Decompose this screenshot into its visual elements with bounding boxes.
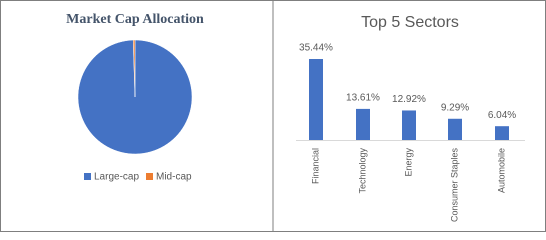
pie-title: Market Cap Allocation [66,12,204,27]
bar-title: Top 5 Sectors [361,14,459,31]
pie-slice [132,39,136,98]
legend-swatch [146,173,153,180]
legend-label: Mid-cap [156,172,192,183]
x-tick-label: Energy [403,148,413,177]
value-label: 9.29% [441,102,469,113]
bar [448,118,462,140]
bar [495,126,509,140]
screenshot: Market Cap Allocation Top 5 Sectors Larg… [0,0,546,232]
bar [356,108,370,140]
value-label: 13.61% [346,93,380,104]
x-tick-label: Financial [310,148,320,184]
x-tick-label: Technology [357,148,367,194]
bar [309,59,323,140]
x-tick-label: Consumer Staples [449,148,459,223]
x-tick-label: Automobile [496,148,506,193]
bar [402,110,416,140]
value-label: 12.92% [392,94,426,105]
value-label: 6.04% [488,110,516,121]
value-label: 35.44% [299,43,333,54]
legend-swatch [84,173,91,180]
legend-label: Large-cap [94,172,139,183]
